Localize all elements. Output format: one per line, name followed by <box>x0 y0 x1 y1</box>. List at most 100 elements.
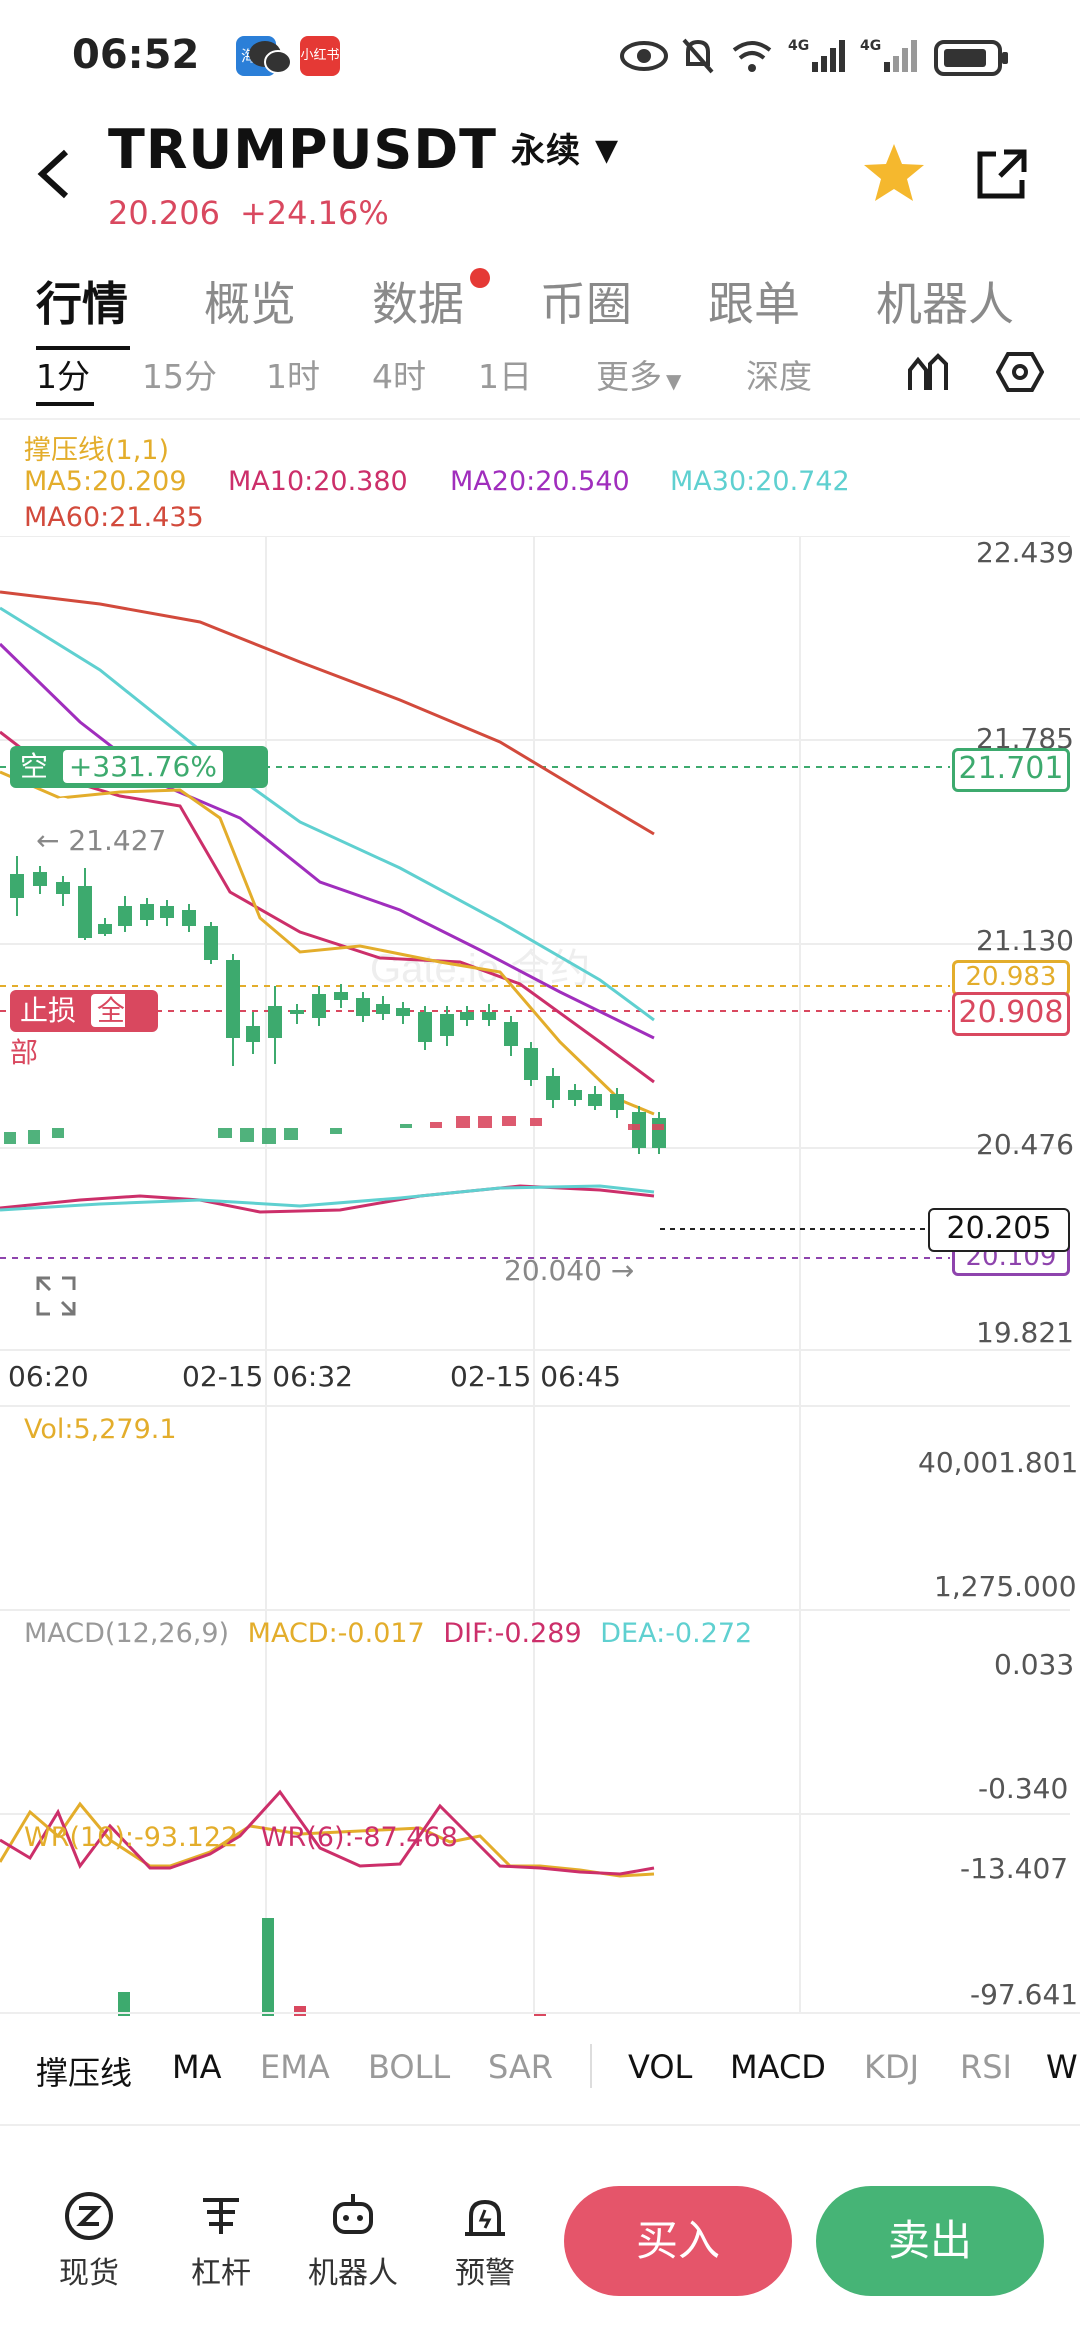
indicator-tab-boll[interactable]: BOLL <box>368 2048 451 2086</box>
interval-1h[interactable]: 1时 <box>266 357 320 396</box>
last-price: 20.206 <box>108 194 220 232</box>
tab-robot[interactable]: 机器人 <box>876 277 1014 331</box>
candle-body <box>56 882 70 894</box>
spot-icon <box>65 2192 113 2240</box>
volume-min-label: 1,275.000 <box>934 1570 1077 1603</box>
indicator-settings-icon[interactable] <box>906 350 950 394</box>
candle-body <box>204 926 218 960</box>
indicator-tab-wr[interactable]: W <box>1046 2048 1078 2086</box>
current-price-tag: 20.205 <box>928 1208 1070 1252</box>
ma60-line <box>0 590 655 836</box>
interval-4h[interactable]: 4时 <box>372 357 426 396</box>
indicator-tab-sar[interactable]: SAR <box>488 2048 554 2086</box>
symbol-title[interactable]: TRUMPUSDT 永续 ▼ <box>108 118 620 181</box>
ma5-label: MA5:20.209 <box>24 466 187 497</box>
robot-icon <box>333 2194 373 2234</box>
ma30-line <box>0 606 655 1022</box>
chart-settings-icon[interactable] <box>996 350 1044 394</box>
candle-body <box>118 906 132 926</box>
candle-body <box>33 872 47 886</box>
action-bar: 现货 杠杆 机器人 预警 买入 卖出 <box>0 2150 1080 2340</box>
candle-body <box>418 1012 432 1042</box>
yellow-price-tag: 20.983 <box>952 960 1070 996</box>
macd-bar <box>430 1122 442 1128</box>
indicator-tab-ema[interactable]: EMA <box>260 2048 330 2086</box>
indicator-tab-kdj[interactable]: KDJ <box>864 2048 920 2086</box>
macd-bar <box>456 1116 470 1128</box>
macd-bar <box>284 1128 298 1140</box>
leverage-button[interactable]: 杠杆 <box>166 2190 276 2292</box>
candle-body <box>524 1048 538 1080</box>
interval-15m[interactable]: 15分 <box>142 357 217 396</box>
volume-bar <box>118 1992 130 2016</box>
y-axis-label: 19.821 <box>976 1316 1074 1349</box>
depth-tab[interactable]: 深度 <box>746 357 812 396</box>
tab-data[interactable]: 数据 <box>372 277 464 331</box>
tab-copytrade[interactable]: 跟单 <box>708 277 800 331</box>
indicator-tab-sr[interactable]: 撑压线 <box>36 2054 133 2092</box>
indicator-tab-rsi[interactable]: RSI <box>960 2048 1012 2086</box>
svg-text:4G: 4G <box>788 38 809 54</box>
volume-bar <box>534 2012 546 2016</box>
interval-1d[interactable]: 1日 <box>478 357 532 396</box>
wr-legend: WR(10):-93.122 WR(6):-87.468 <box>24 1822 458 1853</box>
fullscreen-icon[interactable] <box>36 1276 76 1316</box>
indicator-tab-ma[interactable]: MA <box>172 2048 222 2086</box>
candle-body <box>396 1008 410 1016</box>
alarm-icon <box>465 2199 505 2236</box>
ma5-line <box>0 770 655 1116</box>
candle-body <box>652 1118 666 1148</box>
stop-loss-tag[interactable]: 止损 全部 <box>10 990 158 1069</box>
candle-body <box>334 992 348 1000</box>
volume-bar <box>294 2006 306 2016</box>
short-position-tag[interactable]: 空 +331.76% -0.3 <box>10 746 268 825</box>
candle-body <box>504 1022 518 1046</box>
indicator-tab-macd[interactable]: MACD <box>730 2048 826 2086</box>
macd-bar <box>478 1116 492 1128</box>
macd-bar <box>400 1124 412 1128</box>
short-price-tag: 21.701 <box>952 748 1070 792</box>
clock: 06:52 <box>72 32 200 78</box>
candle-body <box>588 1094 602 1106</box>
macd-bar <box>218 1128 232 1138</box>
macd-legend: MACD(12,26,9) MACD:-0.017 DIF:-0.289 DEA… <box>24 1618 753 1649</box>
indicator-tab-vol[interactable]: VOL <box>628 2048 693 2086</box>
kline-chart[interactable]: Gate.io 合约 <box>0 536 1080 2016</box>
robot-button[interactable]: 机器人 <box>298 2190 408 2292</box>
dif-line <box>0 1184 655 1214</box>
candle-body <box>376 1004 390 1014</box>
buy-button[interactable]: 买入 <box>564 2186 792 2296</box>
candle-body <box>482 1012 496 1020</box>
sell-button[interactable]: 卖出 <box>816 2186 1044 2296</box>
macd-lines <box>0 1184 655 1214</box>
status-bar: 06:52 海洋 小红书 4G 4G <box>0 0 1080 120</box>
svg-text:4G: 4G <box>860 38 881 54</box>
dea-line <box>0 1184 655 1212</box>
spot-button[interactable]: 现货 <box>34 2190 144 2292</box>
support-resistance-label: 撑压线(1,1) <box>24 435 170 466</box>
wr-max-label: -13.407 <box>960 1852 1069 1885</box>
interval-more[interactable]: 更多 ▼ <box>596 357 682 396</box>
candle-body <box>140 904 154 920</box>
wr-lines <box>0 1789 655 1878</box>
candle-body <box>78 886 92 938</box>
candle-body <box>356 998 370 1016</box>
tab-circle[interactable]: 币圈 <box>540 277 632 331</box>
back-icon[interactable] <box>34 146 74 202</box>
tab-market[interactable]: 行情 <box>36 277 128 331</box>
macd-bar <box>4 1132 16 1144</box>
stop-price-tag: 20.908 <box>952 992 1070 1036</box>
share-icon[interactable] <box>974 146 1030 202</box>
volume-bars <box>118 1918 546 2016</box>
candle-body <box>246 1026 260 1042</box>
alert-button[interactable]: 预警 <box>430 2190 540 2292</box>
indicator-tabs: 撑压线 MA EMA BOLL SAR VOL MACD KDJ RSI W <box>0 2012 1080 2126</box>
wr-min-label: -97.641 <box>970 1978 1079 2011</box>
wifi-icon <box>732 41 772 72</box>
bell-off-icon <box>682 38 714 74</box>
tab-overview[interactable]: 概览 <box>204 277 296 331</box>
favorite-star-icon[interactable] <box>862 142 926 204</box>
candle-body <box>182 910 196 926</box>
candle-body <box>568 1090 582 1100</box>
interval-1m[interactable]: 1分 <box>36 357 90 396</box>
